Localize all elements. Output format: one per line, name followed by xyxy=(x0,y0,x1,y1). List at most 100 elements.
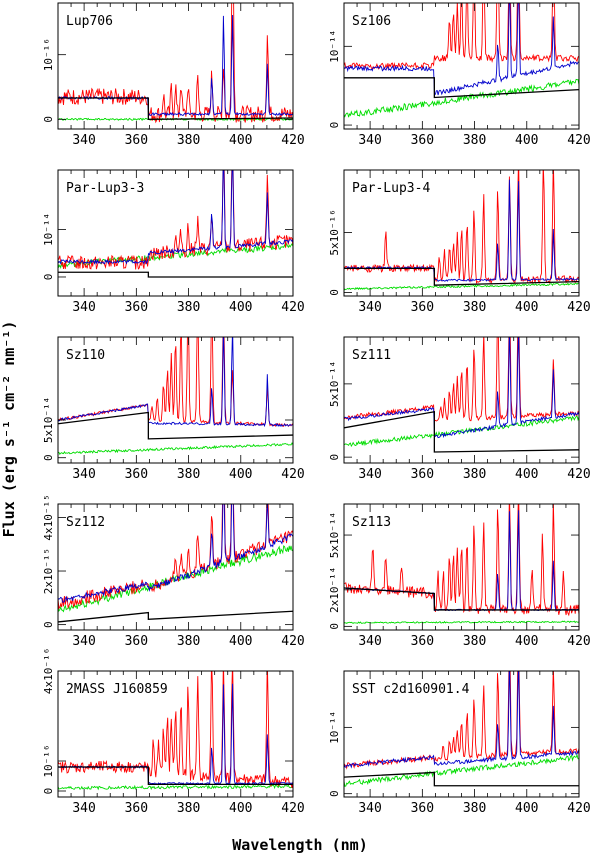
x-tick-label: 420 xyxy=(281,801,304,816)
x-tick-label: 340 xyxy=(72,801,95,816)
model-fit-line xyxy=(58,14,293,117)
x-tick-label: 360 xyxy=(411,801,434,816)
chromosphere-line xyxy=(344,620,579,624)
x-tick-label: 360 xyxy=(411,133,434,148)
model-fit-line xyxy=(344,3,579,96)
plot-area xyxy=(344,671,579,787)
x-tick-label: 360 xyxy=(411,467,434,482)
x-tick-label: 380 xyxy=(463,300,486,315)
observed-spectrum-line xyxy=(344,504,579,617)
x-tick-label: 400 xyxy=(229,300,252,315)
y-tick-label: 0 xyxy=(328,289,341,296)
x-tick-label: 340 xyxy=(72,133,95,148)
plot-area xyxy=(344,504,579,624)
x-tick-label: 400 xyxy=(229,801,252,816)
x-tick-label: 340 xyxy=(72,300,95,315)
x-tick-label: 340 xyxy=(358,133,381,148)
x-tick-label: 380 xyxy=(177,634,200,649)
x-tick-label: 360 xyxy=(125,300,148,315)
x-tick-label: 380 xyxy=(177,300,200,315)
x-tick-label: 340 xyxy=(358,801,381,816)
model-fit-line xyxy=(58,170,293,265)
plot-area xyxy=(58,3,293,124)
x-tick-label: 360 xyxy=(125,634,148,649)
model-fit-line xyxy=(344,671,579,769)
panel-title: Sz112 xyxy=(66,515,105,530)
x-tick-label: 380 xyxy=(463,634,486,649)
spectrum-panel: 340 360 380 400 420 0 2x10⁻¹⁵ 4x10⁻¹⁵ Sz112 xyxy=(42,494,305,649)
y-tick-label: 5x10⁻¹⁶ xyxy=(328,209,341,255)
plot-area xyxy=(344,337,579,453)
y-tick-label: 0 xyxy=(42,454,55,461)
y-tick-label: 10⁻¹⁴ xyxy=(42,213,55,246)
y-tick-label: 0 xyxy=(328,790,341,797)
y-tick-label: 0 xyxy=(42,788,55,795)
chromosphere-line xyxy=(58,784,293,791)
observed-spectrum-line xyxy=(58,337,293,427)
y-tick-label: 0 xyxy=(42,621,55,628)
x-tick-label: 340 xyxy=(358,634,381,649)
observed-spectrum-line xyxy=(58,504,293,610)
plot-area xyxy=(58,337,293,455)
y-tick-label: 10⁻¹⁶ xyxy=(42,744,55,777)
x-tick-label: 380 xyxy=(177,801,200,816)
spectrum-panel: 340 360 380 400 420 0 2x10⁻¹⁴ 5x10⁻¹⁴ Sz113 xyxy=(328,503,591,649)
spectrum-panel: 340 360 380 400 420 0 10⁻¹⁴ Sz106 xyxy=(328,2,591,148)
y-tick-label: 0 xyxy=(328,454,341,461)
photosphere-line xyxy=(58,271,293,278)
chromosphere-line xyxy=(344,753,579,787)
photosphere-line xyxy=(344,267,579,286)
y-tick-label: 5x10⁻¹⁴ xyxy=(328,361,341,407)
plot-area xyxy=(344,170,579,291)
model-fit-line xyxy=(344,337,579,439)
photosphere-line xyxy=(344,77,579,99)
model-fit-line xyxy=(58,683,293,786)
x-tick-label: 400 xyxy=(229,133,252,148)
plot-area xyxy=(58,504,293,623)
x-tick-label: 420 xyxy=(281,133,304,148)
y-tick-label: 10⁻¹⁴ xyxy=(328,711,341,744)
x-tick-label: 400 xyxy=(515,133,538,148)
x-tick-label: 360 xyxy=(411,300,434,315)
x-tick-label: 340 xyxy=(72,467,95,482)
x-tick-label: 360 xyxy=(125,801,148,816)
y-axis-label: Flux (erg s⁻¹ cm⁻² nm⁻¹) xyxy=(0,321,18,538)
x-tick-label: 400 xyxy=(515,467,538,482)
observed-spectrum-line xyxy=(344,3,579,70)
x-tick-label: 400 xyxy=(515,300,538,315)
panel-title: Sz111 xyxy=(352,348,391,363)
x-tick-label: 400 xyxy=(229,467,252,482)
plot-area xyxy=(58,170,293,278)
panels-group: 340 360 380 400 420 0 10⁻¹⁶ Lup706 340 360 380 400 4… xyxy=(42,2,591,816)
observed-spectrum-line xyxy=(58,170,293,270)
y-tick-label: 0 xyxy=(42,116,55,123)
y-tick-label: 10⁻¹⁴ xyxy=(328,30,341,63)
y-tick-label: 5x10⁻¹⁴ xyxy=(42,397,55,443)
spectrum-panel: 340 360 380 400 420 0 5x10⁻¹⁶ Par-Lup3-4 xyxy=(328,169,591,315)
x-tick-label: 400 xyxy=(229,634,252,649)
plot-area xyxy=(344,3,579,118)
photosphere-line xyxy=(344,771,579,787)
photosphere-line xyxy=(58,411,293,440)
x-tick-label: 380 xyxy=(177,133,200,148)
spectrum-panel: 340 360 380 400 420 0 5x10⁻¹⁴ Sz110 xyxy=(42,336,305,482)
chromosphere-line xyxy=(344,282,579,291)
observed-spectrum-line xyxy=(344,671,579,770)
panel-title: 2MASS J160859 xyxy=(66,682,168,697)
chromosphere-line xyxy=(344,78,579,118)
x-tick-label: 340 xyxy=(358,300,381,315)
panel-title: Lup706 xyxy=(66,14,113,29)
x-tick-label: 420 xyxy=(567,133,590,148)
y-tick-label: 4x10⁻¹⁵ xyxy=(42,494,55,540)
spectrum-panel: 340 360 380 400 420 0 5x10⁻¹⁴ Sz111 xyxy=(328,336,591,482)
x-tick-label: 360 xyxy=(125,133,148,148)
y-tick-label: 2x10⁻¹⁵ xyxy=(42,548,55,594)
x-tick-label: 420 xyxy=(281,634,304,649)
x-tick-label: 420 xyxy=(281,300,304,315)
y-tick-label: 5x10⁻¹⁴ xyxy=(328,512,341,558)
x-tick-label: 420 xyxy=(567,634,590,649)
chromosphere-line xyxy=(344,415,579,448)
x-tick-label: 360 xyxy=(125,467,148,482)
photosphere-line xyxy=(58,610,293,623)
